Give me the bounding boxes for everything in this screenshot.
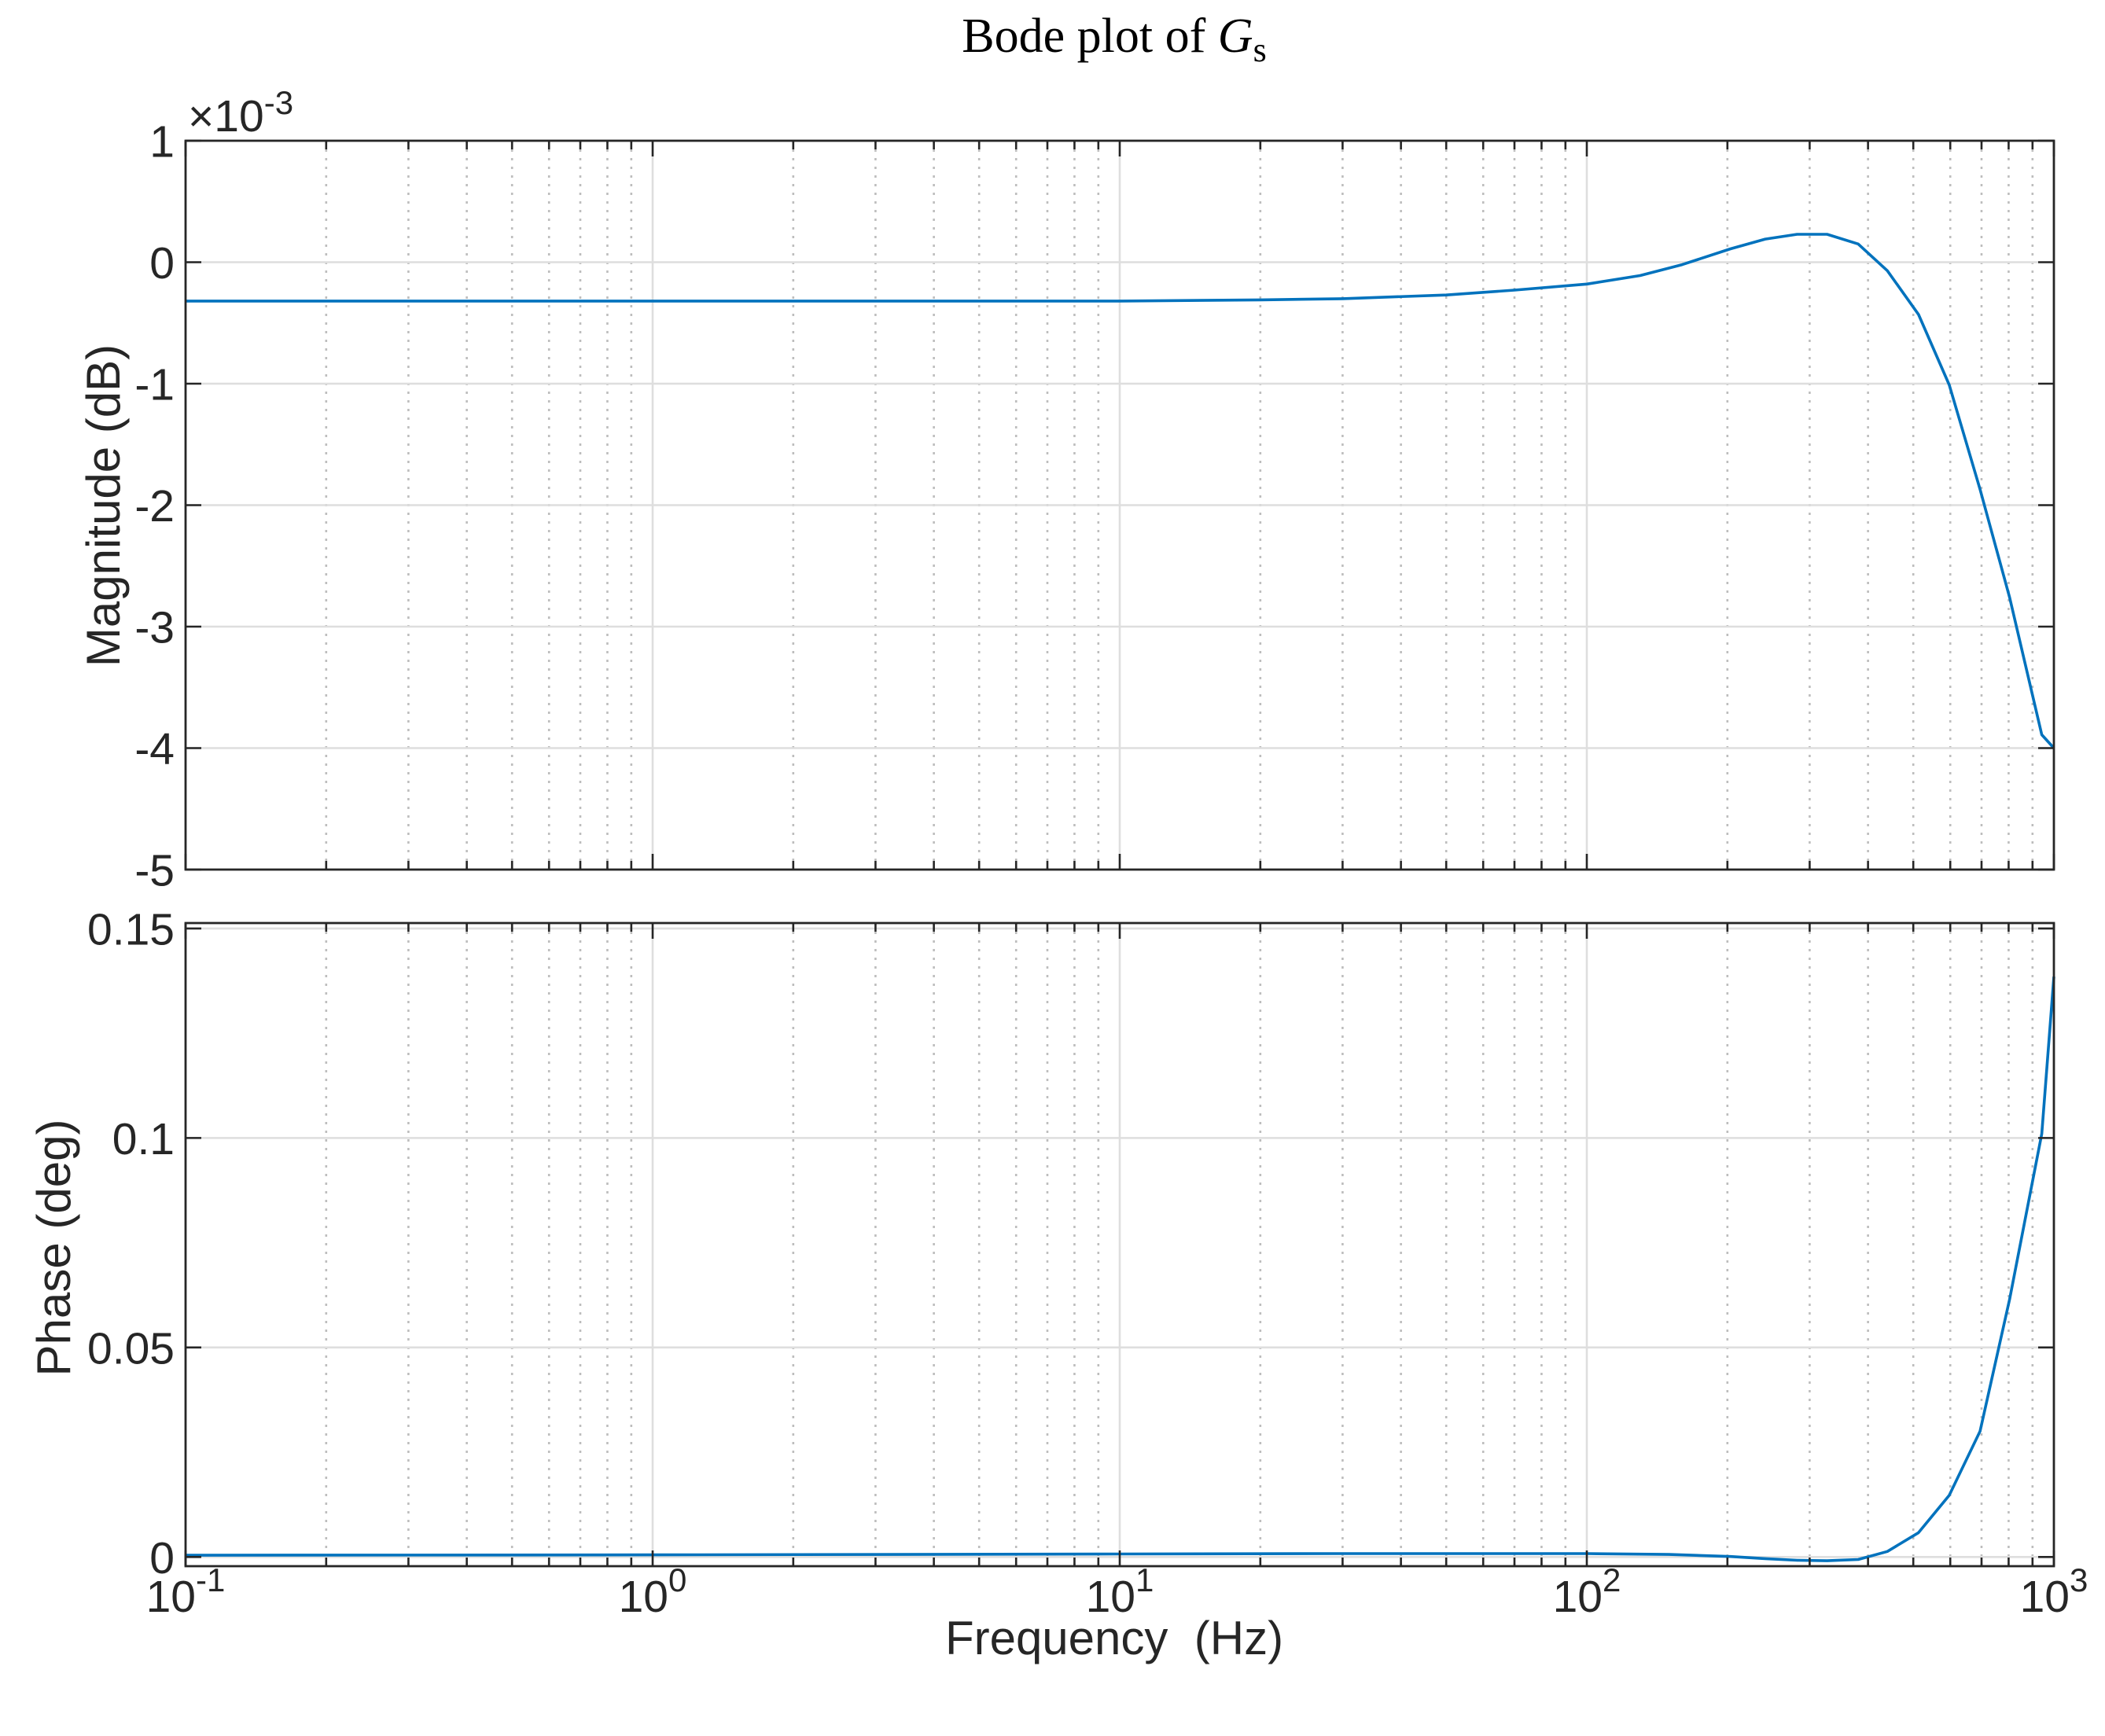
x-tick-label: 100 [619, 1561, 687, 1622]
magnitude-axes: -5 -4 -3 -2 -1 0 1 [134, 117, 2055, 896]
plot-title-subscript: s [1253, 31, 1267, 69]
x-tick-label-exponent: 3 [2070, 1561, 2088, 1598]
x-tick-label-exponent: -1 [196, 1561, 225, 1598]
plot-title-symbol: G [1218, 9, 1253, 63]
y-tick-label: -1 [134, 360, 175, 410]
x-axis-label: Frequency (Hz) [945, 1612, 1283, 1664]
y-tick-label: -4 [134, 724, 175, 774]
x-tick-label: 10-1 [146, 1561, 226, 1622]
x-tick-label-exponent: 1 [1135, 1561, 1154, 1598]
y-tick-label: 0 [149, 1533, 175, 1583]
magnitude-grid [186, 141, 2054, 870]
phase-curve [185, 977, 2055, 1562]
magnitude-curve [186, 233, 2055, 749]
plot-title: Bode plot of Gs [962, 9, 1266, 69]
multiplier-exponent: -3 [264, 84, 293, 121]
magnitude-y-axis-label: Magnitude (dB) [77, 344, 130, 667]
x-tick-label-base: 10 [146, 1572, 196, 1622]
x-tick-label-exponent: 2 [1603, 1561, 1621, 1598]
plot-title-text: Bode plot of [962, 9, 1217, 63]
x-tick-label-base: 10 [2020, 1572, 2070, 1622]
magnitude-tick-labels: -5 -4 -3 -2 -1 0 1 [134, 117, 175, 896]
y-tick-label: 0.15 [87, 904, 175, 954]
magnitude-ticks [184, 139, 2055, 871]
x-tick-label-base: 10 [1086, 1572, 1135, 1622]
x-tick-label: 102 [1553, 1561, 1621, 1622]
y-tick-label: 0 [149, 238, 175, 289]
x-tick-label-base: 10 [1553, 1572, 1603, 1622]
magnitude-axis-multiplier: ×10-3 [188, 84, 293, 142]
x-tick-label-base: 10 [619, 1572, 668, 1622]
y-tick-label: 0.1 [112, 1114, 175, 1164]
y-tick-label: 1 [149, 117, 175, 167]
phase-ticks [184, 923, 2055, 1566]
x-tick-label-exponent: 0 [668, 1561, 686, 1598]
y-tick-label: -2 [134, 481, 175, 531]
phase-y-axis-label: Phase (deg) [28, 1120, 80, 1377]
y-tick-label: -5 [134, 846, 175, 896]
y-tick-label: -3 [134, 603, 175, 653]
x-tick-label: 101 [1086, 1561, 1154, 1622]
y-tick-label: 0.05 [87, 1323, 175, 1374]
x-tick-label: 103 [2020, 1561, 2088, 1622]
multiplier-base: ×10 [188, 91, 264, 142]
